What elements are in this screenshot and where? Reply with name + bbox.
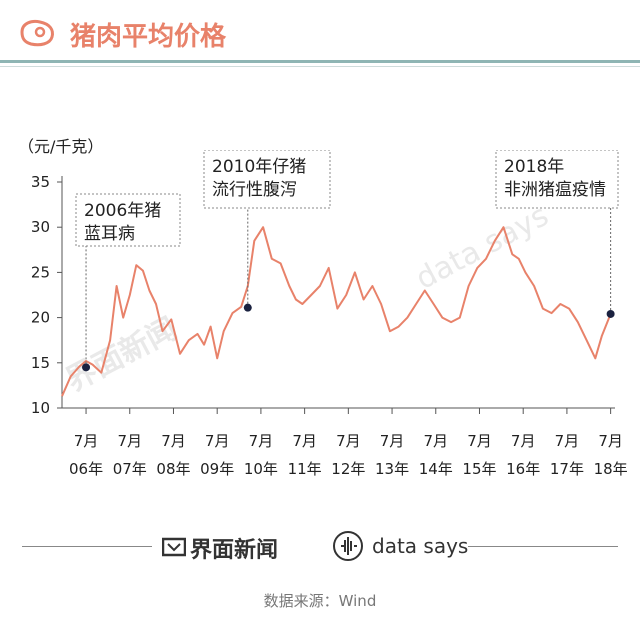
- footer-divider-left: [22, 546, 152, 547]
- x-tick-label-month: 7月: [336, 432, 361, 450]
- x-tick-label-month: 7月: [380, 432, 405, 450]
- y-axis-unit-label: （元/千克）: [18, 137, 104, 156]
- x-tick-label-month: 7月: [205, 432, 230, 450]
- x-tick-label-month: 7月: [292, 432, 317, 450]
- data-source: 数据来源：Wind: [263, 592, 377, 610]
- y-tick-label: 25: [31, 263, 50, 281]
- annotation-label: 2010年仔猪: [212, 157, 306, 177]
- header-divider: [0, 60, 640, 63]
- annotation-marker: [606, 309, 615, 318]
- x-tick-label-year: 18年: [594, 460, 628, 478]
- x-tick-label-year: 09年: [200, 460, 234, 478]
- annotation-marker: [243, 303, 252, 312]
- footer-divider-right: [468, 546, 618, 547]
- annotation-marker: [82, 363, 91, 372]
- x-tick-label-month: 7月: [467, 432, 492, 450]
- annotation-label: 2006年猪: [84, 201, 161, 221]
- line-chart: 35 30 25 20 15 10 7月 06年 7月 07年 7月 08年 7月 09年 7月 10年 7月 1…: [31, 150, 628, 478]
- x-tick-label-year: 10年: [244, 460, 278, 478]
- chart-title: 猪肉平均价格: [70, 22, 227, 52]
- y-tick-label: 30: [31, 218, 50, 236]
- header-divider-thin: [0, 66, 640, 67]
- x-tick-label-month: 7月: [249, 432, 274, 450]
- x-tick-label-year: 12年: [331, 460, 365, 478]
- y-tick-label: 15: [31, 354, 50, 372]
- jiemian-logo-icon: [162, 537, 186, 557]
- data-says-logo-icon: [333, 531, 363, 561]
- x-tick-label-year: 17年: [550, 460, 584, 478]
- x-tick-label-month: 7月: [555, 432, 580, 450]
- x-tick-label-month: 7月: [423, 432, 448, 450]
- annotation-box: [495, 150, 619, 209]
- annotation-label: 非洲猪瘟疫情: [504, 180, 606, 200]
- annotation-label: 流行性腹泻: [212, 180, 297, 200]
- x-tick-label-year: 07年: [113, 460, 147, 478]
- y-tick-label: 10: [31, 399, 50, 417]
- y-tick-label: 35: [31, 173, 50, 191]
- header: 猪肉平均价格: [0, 0, 640, 64]
- footer-data-says: data says: [372, 534, 469, 558]
- x-tick-label-year: 06年: [69, 460, 103, 478]
- x-tick-label-year: 13年: [375, 460, 409, 478]
- x-tick-label-year: 14年: [419, 460, 453, 478]
- steak-icon: [20, 19, 54, 47]
- annotation-label: 蓝耳病: [84, 224, 135, 244]
- x-tick-label-month: 7月: [598, 432, 623, 450]
- x-tick-label-year: 16年: [506, 460, 540, 478]
- x-tick-label-year: 15年: [462, 460, 496, 478]
- x-tick-label-month: 7月: [511, 432, 536, 450]
- annotation-box: [75, 193, 181, 247]
- footer-brand-name: 界面新闻: [190, 538, 279, 563]
- y-tick-label: 20: [31, 309, 50, 327]
- annotation-box: [203, 150, 331, 209]
- price-series-line: [61, 226, 612, 397]
- x-tick-label-month: 7月: [161, 432, 186, 450]
- annotation-label: 2018年: [504, 157, 564, 177]
- x-tick-label-year: 11年: [288, 460, 322, 478]
- x-tick-label-month: 7月: [117, 432, 142, 450]
- x-tick-label-month: 7月: [74, 432, 99, 450]
- x-tick-label-year: 08年: [156, 460, 190, 478]
